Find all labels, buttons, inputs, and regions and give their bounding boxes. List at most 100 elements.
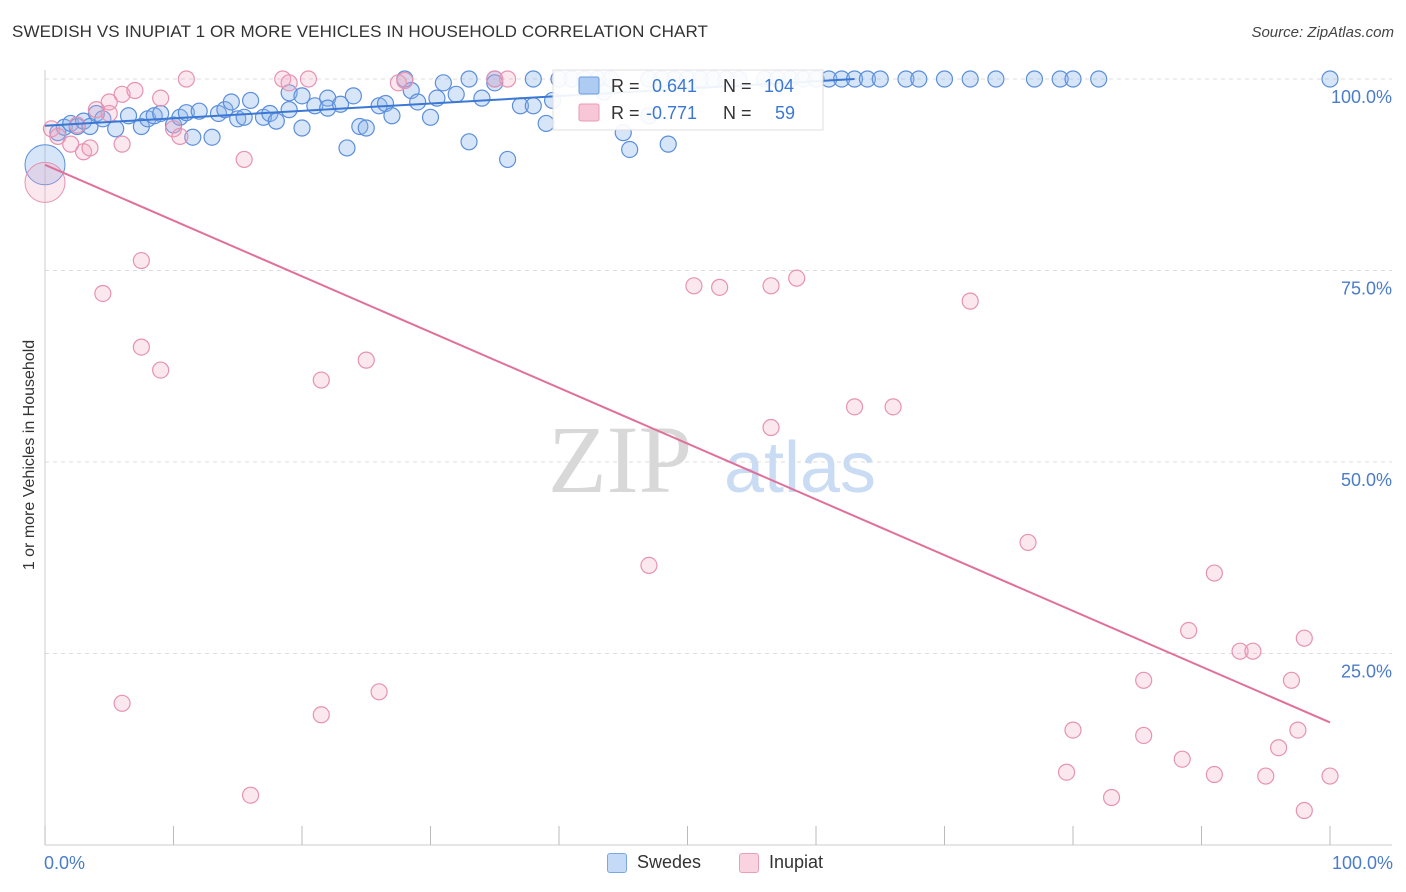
inupiat-point (280, 74, 298, 92)
legend-n-label: N = (723, 103, 752, 123)
swedes-point (524, 70, 542, 88)
inupiat-point (312, 371, 330, 389)
inupiat-point (177, 70, 195, 88)
swedes-point (1025, 70, 1044, 88)
legend-r-value-inupiat: -0.771 (646, 103, 697, 123)
swedes-point (935, 70, 954, 88)
inupiat-point (884, 398, 902, 416)
swedes-point (203, 128, 221, 146)
inupiat-point (1173, 750, 1191, 768)
swedes-point (351, 117, 369, 136)
swedes-point (1051, 70, 1069, 88)
swedes-point (280, 101, 298, 119)
swedes-point (235, 108, 253, 126)
swedes-point (871, 70, 889, 88)
inupiat-point (62, 135, 80, 153)
swedes-point (242, 91, 260, 110)
swedes-point (293, 87, 311, 105)
legend-n-label: N = (723, 76, 752, 96)
swedes-point (383, 107, 401, 125)
swedes-point (524, 97, 542, 115)
legend-item-swedes[interactable]: Swedes (607, 852, 701, 873)
swedes-point (357, 119, 375, 137)
swedes-point (460, 133, 478, 151)
swedes-point (152, 104, 170, 123)
legend-n-value-swedes: 104 (764, 76, 794, 96)
inupiat-point (1205, 564, 1223, 582)
inupiat-point (312, 706, 330, 724)
swedes-point (897, 70, 915, 88)
swedes-point (659, 135, 677, 153)
x-tick-label: 100.0% (1332, 853, 1393, 873)
swedes-point (499, 150, 517, 169)
tick-labels: 25.0% 50.0% 75.0% 100.0% 0.0% 100.0% (44, 87, 1393, 873)
inupiat-point (81, 139, 99, 157)
legend-r-label: R = (611, 76, 640, 96)
inupiat-trend-line (44, 163, 1331, 724)
inupiat-point (685, 277, 703, 295)
y-tick-label: 75.0% (1341, 279, 1392, 299)
inupiat-point (49, 127, 67, 146)
inupiat-point (396, 71, 414, 90)
swedes-point (280, 84, 298, 102)
legend-r-label: R = (611, 103, 640, 123)
inupiat-point (1257, 767, 1275, 785)
chart-title: SWEDISH VS INUPIAT 1 OR MORE VEHICLES IN… (12, 22, 709, 41)
inupiat-point (1295, 629, 1313, 647)
y-tick-label: 100.0% (1331, 87, 1392, 107)
inupiat-point (1135, 671, 1153, 689)
inupiat-point (788, 269, 806, 287)
swedes-point (961, 70, 979, 88)
inupiat-point (1135, 726, 1153, 745)
inupiat-point (1205, 765, 1223, 784)
swedes-point (184, 128, 202, 146)
x-tick-label: 0.0% (44, 853, 85, 873)
legend-label-swedes: Swedes (637, 852, 702, 872)
swedes-point (267, 112, 285, 130)
gridlines (45, 78, 1392, 654)
swedes-point (987, 70, 1005, 88)
legend-swatch-swedes (578, 76, 600, 95)
inupiat-point (370, 683, 388, 701)
swedes-point (1090, 70, 1108, 88)
inupiat-point (113, 694, 131, 712)
inupiat-point (1244, 642, 1262, 660)
correlation-legend: R = 0.641 N = 104 R = -0.771 N = 59 (552, 69, 824, 131)
inupiat-point (242, 786, 260, 804)
inupiat-point (171, 127, 189, 146)
inupiat-point (486, 70, 504, 88)
inupiat-point (235, 150, 253, 169)
swedes-point (486, 74, 504, 92)
inupiat-point (1269, 739, 1288, 757)
legend-item-inupiat[interactable]: Inupiat (739, 852, 823, 873)
swedes-point (473, 89, 491, 107)
inupiat-point (132, 251, 150, 270)
swedes-point (537, 114, 555, 133)
legend-swatch-inupiat (578, 103, 600, 122)
trend-lines (44, 78, 1331, 724)
swedes-point (107, 120, 125, 138)
inupiat-point (711, 278, 729, 296)
swedes-point (344, 87, 362, 105)
inupiat-point-large (24, 161, 66, 203)
inupiat-point (1321, 767, 1339, 785)
swedes-point (621, 140, 639, 159)
watermark-zip: ZIP (548, 406, 692, 513)
legend-r-value-swedes: 0.641 (652, 76, 697, 96)
source-label: Source: ZipAtlas.com (1251, 24, 1394, 41)
watermark-atlas: atlas (724, 428, 876, 508)
axes (44, 70, 1392, 846)
inupiat-point (1064, 721, 1082, 739)
inupiat-point (845, 398, 864, 416)
inupiat-point (299, 70, 318, 88)
inupiat-point (87, 101, 106, 119)
inupiat-point (152, 89, 170, 107)
swedes-swatch (607, 852, 627, 873)
swedes-point (338, 139, 356, 157)
y-tick-label: 50.0% (1341, 470, 1392, 490)
inupiat-point (113, 135, 131, 153)
inupiat-point (94, 284, 112, 303)
inupiat-point (132, 338, 150, 356)
inupiat-point (1057, 763, 1076, 781)
